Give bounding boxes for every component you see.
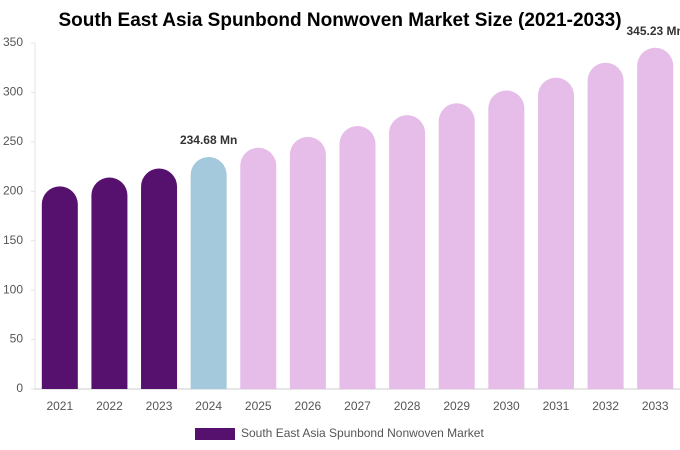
value-label: 345.23 Mn (627, 24, 680, 38)
bar (91, 177, 128, 389)
x-tick-label: 2028 (394, 399, 421, 413)
bar (438, 103, 475, 389)
chart-title: South East Asia Spunbond Nonwoven Market… (58, 10, 621, 31)
y-tick-label: 0 (16, 381, 23, 395)
bar (240, 147, 277, 389)
y-tick-label: 200 (3, 183, 23, 197)
value-label: 234.68 Mn (180, 133, 237, 147)
legend-label: South East Asia Spunbond Nonwoven Market (241, 426, 484, 440)
x-tick-label: 2025 (245, 399, 272, 413)
bar (488, 90, 525, 389)
x-tick-label: 2030 (493, 399, 520, 413)
bar (587, 62, 624, 390)
y-tick-label: 350 (3, 35, 23, 49)
bar (289, 136, 326, 389)
x-tick-label: 2031 (543, 399, 570, 413)
x-tick-label: 2026 (295, 399, 322, 413)
bar (637, 47, 674, 389)
bar (41, 186, 78, 389)
y-tick-label: 300 (3, 85, 23, 99)
x-tick-label: 2032 (592, 399, 619, 413)
legend-swatch (195, 428, 235, 440)
x-tick-label: 2023 (146, 399, 173, 413)
y-tick-label: 100 (3, 282, 23, 296)
bar (389, 115, 426, 389)
x-tick-label: 2024 (195, 399, 222, 413)
x-tick-label: 2027 (344, 399, 371, 413)
x-tick-label: 2022 (96, 399, 123, 413)
y-tick-label: 50 (10, 332, 24, 346)
bar (537, 77, 574, 389)
x-tick-label: 2033 (642, 399, 669, 413)
y-tick-label: 250 (3, 134, 23, 148)
x-tick-label: 2029 (443, 399, 470, 413)
x-tick-label: 2021 (46, 399, 73, 413)
bar (190, 157, 227, 389)
y-tick-label: 150 (3, 233, 23, 247)
bar (141, 168, 178, 389)
bar (339, 126, 376, 390)
